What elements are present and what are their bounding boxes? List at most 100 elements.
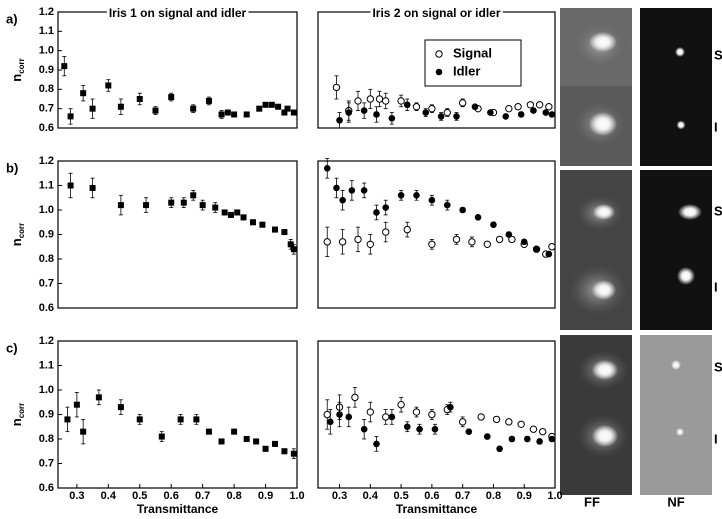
data-point	[397, 97, 405, 105]
row-label: I	[714, 119, 718, 134]
data-point	[64, 416, 71, 423]
data-point	[221, 209, 228, 216]
x-tick-label: 0.5	[393, 490, 408, 502]
panel-label: c)	[6, 340, 18, 355]
legend-label: Signal	[453, 45, 492, 60]
x-tick-label: 0.6	[424, 490, 439, 502]
y-tick-label: 1.2	[39, 6, 54, 18]
data-point	[271, 440, 278, 447]
data-point	[388, 115, 396, 122]
data-point	[465, 428, 473, 435]
data-point	[168, 94, 175, 101]
y-axis-label-main: n	[9, 238, 24, 246]
data-point	[431, 425, 439, 433]
data-point	[271, 226, 278, 233]
data-point	[382, 228, 390, 236]
data-point	[382, 97, 390, 105]
data-point	[542, 109, 550, 116]
data-point	[168, 199, 175, 206]
data-point	[443, 201, 451, 209]
data-point	[412, 408, 421, 416]
data-point	[262, 445, 269, 452]
data-point	[453, 113, 460, 120]
x-tick-label: 0.8	[486, 490, 501, 502]
data-point	[227, 211, 234, 218]
data-point	[338, 238, 347, 246]
image	[592, 280, 616, 300]
y-tick-label: 1.1	[39, 25, 54, 37]
data-point	[231, 111, 238, 118]
data-point	[354, 97, 362, 105]
y-tick-label: 1.0	[39, 204, 54, 216]
data-point	[290, 450, 297, 457]
data-point	[422, 109, 430, 116]
data-point	[413, 192, 420, 199]
x-tick-label: 0.4	[101, 490, 117, 502]
data-point	[397, 192, 405, 199]
data-point	[366, 408, 375, 416]
data-point	[136, 416, 143, 423]
data-point	[373, 111, 380, 118]
data-point	[366, 240, 375, 249]
x-tick-label: 0.7	[195, 490, 210, 502]
row-label: S	[714, 203, 722, 218]
panel-title: Iris 1 on signal and idler	[109, 6, 247, 20]
row-label: I	[714, 431, 718, 446]
data-point	[218, 111, 225, 118]
data-point	[268, 101, 275, 108]
data-point	[212, 204, 219, 211]
data-point	[281, 448, 288, 455]
data-point	[545, 103, 553, 111]
y-axis-label: ncorr	[9, 403, 26, 427]
data-point	[428, 240, 436, 249]
data-point	[428, 196, 436, 204]
data-point	[545, 250, 553, 258]
y-tick-label: 0.7	[39, 457, 54, 469]
data-point	[177, 416, 184, 423]
data-point	[351, 393, 359, 402]
y-axis-label-main: n	[9, 418, 24, 426]
data-point	[375, 95, 384, 103]
data-point	[366, 95, 375, 103]
data-point	[256, 105, 263, 112]
image	[640, 170, 712, 330]
data-point	[281, 229, 288, 236]
data-point	[348, 187, 356, 194]
y-tick-label: 1.2	[39, 335, 54, 347]
y-tick-label: 1.1	[39, 359, 54, 371]
y-axis-label-main: n	[9, 74, 24, 82]
y-tick-label: 0.9	[39, 408, 54, 420]
data-point	[136, 96, 143, 102]
data-point	[117, 103, 124, 110]
data-point	[249, 219, 256, 226]
x-tick-label: 0.7	[455, 490, 470, 502]
x-tick-label: 0.8	[226, 490, 241, 502]
data-point	[224, 109, 231, 116]
data-point	[388, 413, 396, 421]
row-label: S	[714, 47, 722, 62]
data-point	[495, 235, 504, 244]
data-point	[259, 221, 266, 228]
camera-images	[560, 8, 712, 495]
data-point	[502, 113, 510, 120]
image	[592, 425, 618, 447]
data-point	[158, 433, 165, 440]
data-point	[447, 403, 454, 411]
y-tick-label: 1.0	[39, 384, 54, 396]
data-point	[505, 231, 513, 238]
data-point	[428, 410, 436, 419]
plot-frame	[57, 160, 298, 309]
data-point	[416, 425, 423, 433]
data-point	[61, 63, 68, 70]
data-point	[492, 415, 501, 424]
data-point	[508, 435, 516, 443]
y-tick-label: 0.8	[39, 83, 54, 95]
y-tick-label: 0.8	[39, 433, 54, 445]
data-point	[240, 214, 247, 221]
data-point	[548, 243, 556, 251]
data-point	[323, 165, 331, 172]
data-point	[517, 420, 525, 428]
data-point	[218, 438, 225, 445]
image	[640, 335, 712, 495]
x-tick-label: 0.3	[69, 490, 84, 502]
